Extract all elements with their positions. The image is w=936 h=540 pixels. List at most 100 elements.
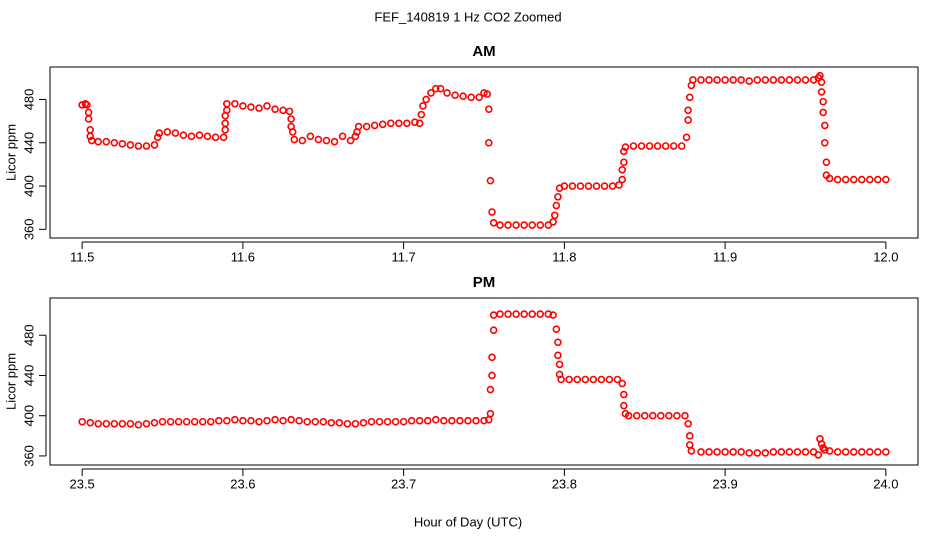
data-point [415, 416, 424, 425]
data-point [84, 108, 93, 117]
data-point [214, 416, 223, 425]
data-point [206, 417, 215, 426]
data-point [550, 211, 559, 220]
data-point [684, 419, 692, 428]
data-point [822, 158, 831, 167]
data-point [777, 448, 786, 456]
data-point [415, 119, 424, 128]
data-point [554, 351, 562, 360]
data-point [605, 375, 614, 384]
data-point [737, 76, 745, 84]
data-point [528, 221, 537, 229]
data-point [685, 93, 694, 102]
data-point [231, 415, 239, 424]
data-point [814, 451, 823, 459]
data-point [483, 90, 492, 98]
data-point [335, 418, 344, 427]
data-point [102, 419, 111, 428]
data-point [496, 310, 504, 318]
data-point [785, 448, 794, 456]
data-point [820, 446, 829, 454]
data-point [163, 128, 172, 136]
data-point [745, 449, 754, 457]
data-point [155, 129, 164, 137]
data-point [874, 175, 882, 184]
data-point [247, 103, 255, 111]
data-point [290, 135, 299, 144]
y-tick-label: 480 [21, 89, 36, 111]
x-tick-label: 23.7 [391, 476, 416, 491]
data-point [544, 310, 553, 318]
data-point [882, 448, 890, 456]
data-point [618, 379, 627, 388]
data-point [512, 221, 520, 229]
data-point [777, 76, 786, 84]
data-point [819, 108, 827, 117]
data-point [865, 175, 874, 184]
x-tick-label: 23.6 [230, 476, 255, 491]
data-point [825, 447, 834, 455]
data-point [820, 121, 829, 130]
data-point [608, 182, 617, 190]
data-point [211, 133, 220, 142]
data-point [512, 310, 520, 318]
data-point [279, 106, 287, 115]
data-point [288, 128, 297, 136]
data-point [697, 448, 705, 456]
data-point [142, 142, 151, 150]
data-point [472, 416, 480, 425]
data-point [753, 449, 762, 457]
data-point [705, 448, 713, 456]
data-point [359, 418, 368, 427]
data-point [637, 142, 646, 150]
data-point [618, 175, 627, 184]
data-point [94, 137, 103, 146]
data-point [158, 417, 167, 426]
data-point [126, 141, 135, 149]
data-point [520, 310, 528, 318]
data-point [816, 71, 824, 80]
data-point [436, 84, 445, 93]
x-tick-label: 12.0 [873, 249, 898, 264]
data-point [110, 138, 119, 147]
data-point [298, 136, 307, 145]
data-point [488, 371, 496, 380]
data-point [552, 325, 561, 333]
figure-title: FEF_140819 1 Hz CO2 Zoomed [374, 9, 561, 24]
data-point [489, 219, 498, 227]
data-point [713, 76, 721, 84]
data-point [459, 92, 467, 101]
data-point [592, 182, 601, 190]
data-point [817, 440, 826, 448]
data-point [362, 122, 371, 131]
data-point [431, 84, 440, 93]
data-point [496, 221, 504, 229]
data-point [681, 411, 689, 420]
y-tick-label: 400 [21, 405, 36, 427]
x-tick-label: 23.9 [712, 476, 737, 491]
data-point [153, 133, 162, 142]
x-tick-label: 11.8 [552, 249, 576, 264]
data-point [203, 132, 212, 141]
data-point [448, 416, 456, 425]
data-point [648, 411, 657, 420]
data-point [314, 135, 323, 144]
data-point [467, 93, 475, 102]
x-tick-label: 11.6 [231, 249, 255, 264]
data-point [174, 417, 183, 426]
data-point [150, 418, 159, 427]
y-tick-label: 360 [21, 218, 36, 240]
data-point [721, 76, 729, 84]
data-point [669, 142, 678, 150]
data-point [584, 182, 593, 190]
data-point [589, 375, 598, 384]
x-tick-label: 11.7 [391, 249, 415, 264]
y-tick-label: 480 [21, 324, 36, 346]
data-point [857, 448, 866, 456]
data-point [279, 416, 287, 425]
data-point [488, 353, 496, 362]
y-tick-label: 440 [21, 132, 36, 154]
data-point [422, 95, 430, 104]
